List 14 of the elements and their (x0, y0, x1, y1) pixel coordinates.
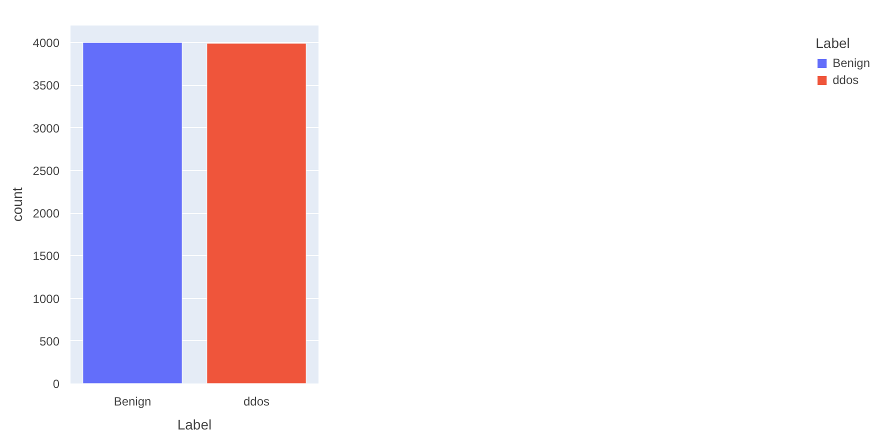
y-tick-label: 3000 (32, 121, 60, 136)
y-tick-label: 2000 (32, 206, 60, 221)
y-tick-label: 3500 (32, 78, 60, 93)
y-axis-title: count (8, 187, 25, 222)
y-tick-label: 4000 (32, 36, 60, 50)
y-tick-label: 2500 (32, 164, 60, 178)
y-tick-label: 500 (39, 334, 60, 348)
legend-label: ddos (832, 73, 859, 87)
legend-label: Benign (832, 56, 870, 70)
y-tick-label: 1500 (32, 249, 60, 264)
legend-title: Label (816, 35, 851, 51)
y-tick-label: 1000 (32, 292, 60, 306)
x-axis-title: Label (177, 416, 212, 432)
y-tick-label: 0 (52, 377, 60, 391)
